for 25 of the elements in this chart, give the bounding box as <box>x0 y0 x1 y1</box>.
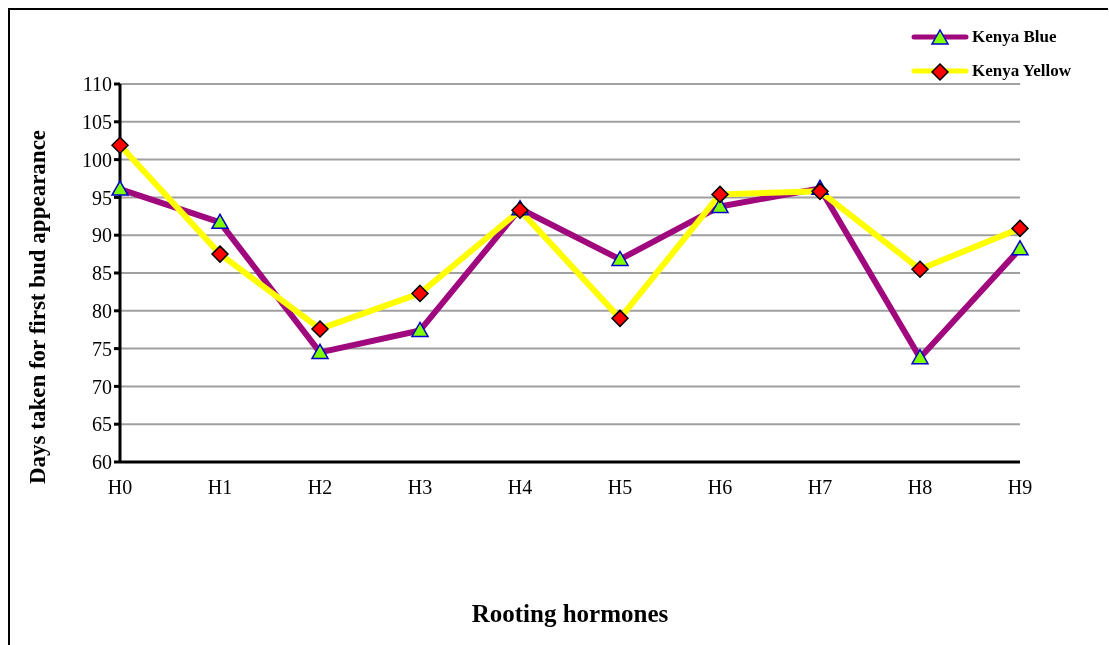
y-tick-label: 75 <box>92 337 112 360</box>
x-tick-label: H3 <box>407 476 433 499</box>
x-tick-label: H9 <box>1007 476 1033 499</box>
y-tick-label: 90 <box>92 224 112 247</box>
x-tick-label: H1 <box>207 476 233 499</box>
legend-label: Kenya Yellow <box>972 61 1072 81</box>
y-axis-title: Days taken for first bud appearance <box>25 129 51 485</box>
legend-label: Kenya Blue <box>972 27 1057 47</box>
x-axis-title: Rooting hormones <box>470 600 670 628</box>
y-tick-label: 105 <box>82 110 112 133</box>
y-tick-label: 60 <box>92 451 112 474</box>
x-tick-label: H0 <box>107 476 133 499</box>
y-tick-label: 80 <box>92 299 112 322</box>
y-tick-label: 110 <box>82 73 112 96</box>
x-tick-label: H2 <box>307 476 333 499</box>
x-tick-label: H5 <box>607 476 633 499</box>
x-tick-label: H8 <box>907 476 933 499</box>
x-tick-label: H4 <box>507 476 533 499</box>
x-tick-label: H7 <box>807 476 833 499</box>
y-tick-label: 85 <box>92 262 112 285</box>
y-tick-label: 65 <box>92 413 112 436</box>
y-tick-label: 100 <box>82 148 112 171</box>
y-tick-label: 95 <box>92 186 112 209</box>
x-tick-label: H6 <box>707 476 733 499</box>
y-tick-label: 70 <box>92 375 112 398</box>
